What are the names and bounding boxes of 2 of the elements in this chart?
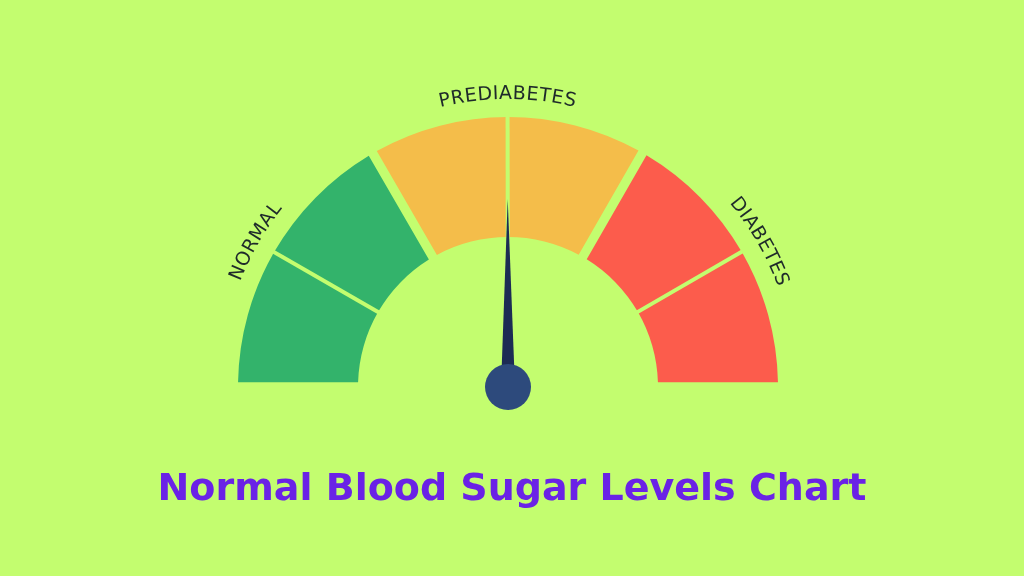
slice-label: PREDIABETES <box>436 80 579 111</box>
text: Normal Blood Sugar Levels Chart <box>157 465 867 509</box>
